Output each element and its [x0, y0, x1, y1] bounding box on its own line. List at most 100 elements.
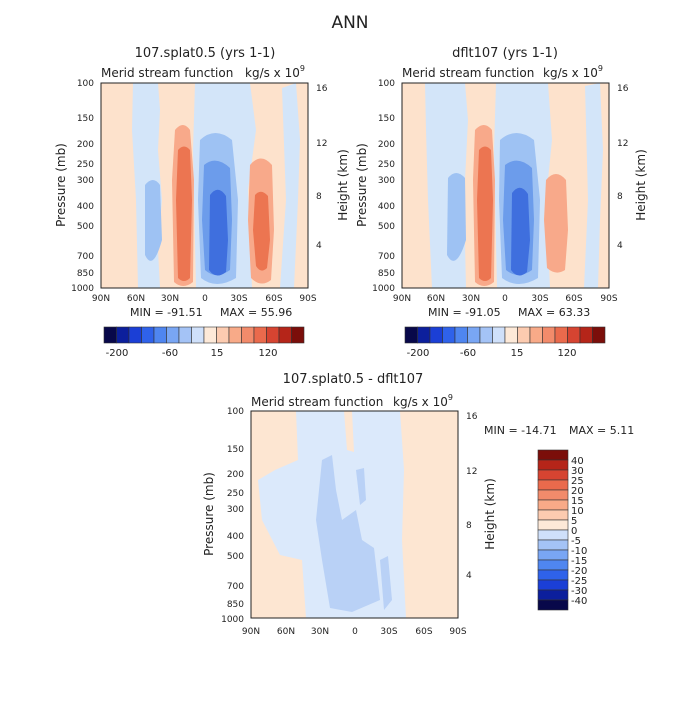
x-tick-label: 60N [277, 627, 295, 637]
colorbar-label: -5 [571, 536, 581, 547]
panel-3-y2label: Height (km) [483, 478, 497, 549]
colorbar-swatch [537, 569, 569, 581]
y-tick-label: 850 [378, 269, 395, 279]
y2-tick-label: 12 [466, 467, 477, 477]
panel-3-colorbar-labels: 40 30 25 20 15 10 5 0 -5 -10 -15 -20 -25… [571, 456, 587, 607]
colorbar-label: -200 [106, 348, 129, 359]
panel-3-max: MAX = 5.11 [569, 424, 634, 437]
panel-2-pos-mid-b [544, 174, 568, 273]
colorbar-label: -60 [162, 348, 178, 359]
colorbar-swatch [166, 326, 180, 344]
colorbar-label: -10 [571, 546, 587, 557]
x-tick-label: 90N [92, 294, 110, 304]
x-tick-label: 90S [449, 627, 466, 637]
x-tick-label: 60S [565, 294, 582, 304]
colorbar-label: 10 [571, 506, 584, 517]
panel-1-pos-strong-b [253, 191, 270, 271]
colorbar-swatch [253, 326, 267, 344]
colorbar-swatch [278, 326, 292, 344]
y-tick-label: 700 [227, 582, 244, 592]
panel-2-neg-core [511, 187, 530, 276]
colorbar-swatch [537, 459, 569, 471]
panel-3-field [250, 410, 459, 619]
y-tick-label: 850 [227, 600, 244, 610]
colorbar-swatch [592, 326, 606, 344]
x-tick-label: 0 [352, 627, 358, 637]
colorbar-swatch [537, 479, 569, 491]
panel-3-title: 107.splat0.5 - dflt107 [283, 372, 424, 387]
colorbar-swatch [103, 326, 117, 344]
y2-tick-label: 16 [316, 84, 328, 94]
colorbar-swatch [266, 326, 280, 344]
panel-2-title: dflt107 (yrs 1-1) [452, 46, 558, 61]
colorbar-swatch [228, 326, 242, 344]
panel-2-units: kg/s x 109 [543, 64, 603, 80]
y2-tick-label: 4 [466, 571, 472, 581]
y-tick-label: 300 [227, 505, 244, 515]
panel-2-colorbar [404, 326, 606, 344]
panel-1-subtitle: Merid stream function [101, 66, 233, 80]
panel-3-neg-mid-b [356, 468, 366, 505]
colorbar-label: -30 [571, 586, 587, 597]
y-tick-label: 250 [378, 160, 395, 170]
colorbar-swatch [241, 326, 255, 344]
panel-3-min: MIN = -14.71 [484, 424, 557, 437]
y2-tick-label: 8 [466, 521, 472, 531]
colorbar-swatch [141, 326, 155, 344]
y-tick-label: 150 [378, 114, 395, 124]
colorbar-swatch [554, 326, 568, 344]
panel-2-subtitle: Merid stream function [402, 66, 534, 80]
colorbar-label: -25 [571, 576, 587, 587]
panel-2: dflt107 (yrs 1-1) Merid stream function … [355, 46, 648, 359]
colorbar-label: 120 [258, 348, 277, 359]
panel-1-pos-strong-a [176, 146, 192, 281]
colorbar-label: 5 [571, 516, 577, 527]
panel-2-x-ticks: 90N 60N 30N 0 30S 60S 90S [393, 294, 618, 304]
panel-2-neg-light-c [584, 83, 603, 288]
y2-tick-label: 4 [316, 241, 322, 251]
panel-2-max: MAX = 63.33 [518, 306, 590, 319]
colorbar-swatch [537, 539, 569, 551]
panel-2-y2label: Height (km) [634, 149, 648, 220]
x-tick-label: 30S [230, 294, 247, 304]
y-tick-label: 250 [227, 489, 244, 499]
x-tick-label: 90S [299, 294, 316, 304]
colorbar-swatch [517, 326, 531, 344]
colorbar-swatch [537, 449, 569, 461]
panel-1-y-ticks: 100 150 200 250 300 400 500 700 850 1000 [71, 79, 94, 294]
colorbar-swatch [537, 599, 569, 611]
panel-2-y-ticks: 100 150 200 250 300 400 500 700 850 1000 [372, 79, 395, 294]
y-tick-label: 500 [227, 552, 244, 562]
colorbar-swatch [429, 326, 443, 344]
colorbar-label: 120 [557, 348, 576, 359]
x-tick-label: 30N [462, 294, 480, 304]
colorbar-swatch [529, 326, 543, 344]
y-tick-label: 200 [227, 470, 244, 480]
colorbar-swatch [417, 326, 431, 344]
x-tick-label: 60S [415, 627, 432, 637]
panel-3-neg-mid-c [380, 556, 392, 610]
panel-2-ylabel: Pressure (mb) [355, 143, 369, 227]
panel-1-y2label: Height (km) [336, 149, 350, 220]
colorbar-swatch [454, 326, 468, 344]
x-tick-label: 0 [502, 294, 508, 304]
y-tick-label: 400 [227, 532, 244, 542]
colorbar-label: -15 [571, 556, 587, 567]
panel-1-min: MIN = -91.51 [130, 306, 203, 319]
colorbar-swatch [537, 529, 569, 541]
panel-1-colorbar [103, 326, 305, 344]
colorbar-swatch [542, 326, 556, 344]
y-tick-label: 150 [77, 114, 94, 124]
y2-tick-label: 8 [617, 192, 623, 202]
panel-1-neg-mid-a [145, 180, 162, 261]
colorbar-label: 0 [571, 526, 577, 537]
colorbar-swatch [467, 326, 481, 344]
colorbar-swatch [537, 509, 569, 521]
y-tick-label: 100 [378, 79, 395, 89]
y2-tick-label: 4 [617, 241, 623, 251]
main-title: ANN [331, 13, 368, 33]
x-tick-label: 90S [600, 294, 617, 304]
panel-3-frame [250, 410, 459, 619]
panel-2-colorbar-labels: -200 -60 15 120 [407, 348, 577, 359]
